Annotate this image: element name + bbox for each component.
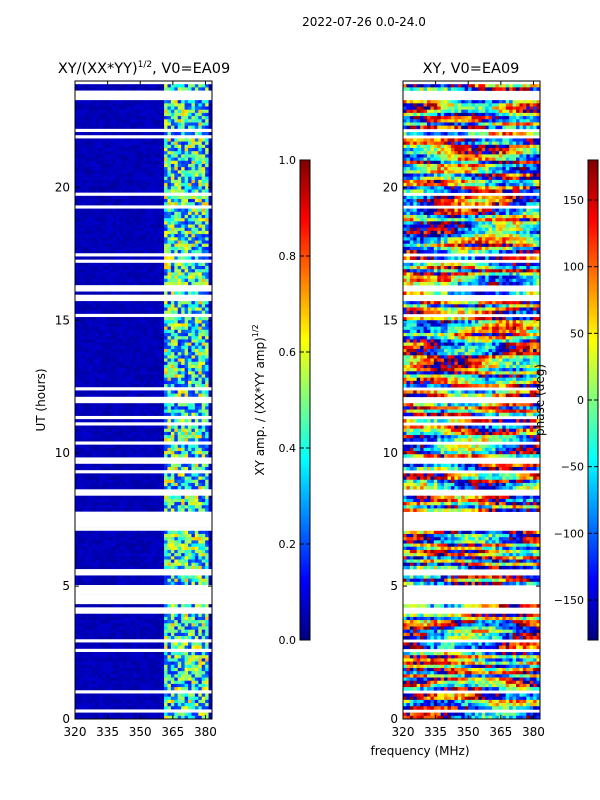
amplitude-colorbar-label: XY amp. / (XX*YY amp)1/2 [251, 324, 267, 475]
y-tick-label: 10 [383, 446, 398, 460]
colorbar-tick-label: 150 [563, 194, 584, 207]
colorbar-tick-label: −50 [561, 461, 584, 474]
right-heatmap [403, 81, 540, 719]
y-tick-label: 5 [390, 579, 398, 593]
x-tick-label: 365 [489, 725, 512, 739]
x-tick-label: 335 [424, 725, 447, 739]
phase-colorbar-ticks: −150 −100 −50 0 50 100 150 [554, 194, 598, 607]
x-tick-label: 335 [96, 725, 119, 739]
colorbar-tick-label: −150 [554, 594, 584, 607]
colorbar-tick-label: 0 [577, 394, 584, 407]
colorbar-tick-label: 1.0 [279, 154, 297, 167]
x-tick-label: 380 [194, 725, 217, 739]
left-panel-title: XY/(XX*YY)1/2, V0=EA09 [58, 60, 230, 77]
x-tick-label: 350 [457, 725, 480, 739]
amplitude-colorbar-ticks: 0.0 0.2 0.4 0.6 0.8 1.0 [279, 154, 310, 647]
y-tick-label: 20 [55, 180, 70, 194]
phase-colorbar-label: phase (deg) [533, 364, 547, 436]
amplitude-colorbar [299, 159, 311, 641]
x-tick-label: 320 [64, 725, 87, 739]
colorbar-tick-label: 0.6 [279, 346, 297, 359]
y-tick-label: 15 [55, 313, 70, 327]
y-tick-label: 10 [55, 446, 70, 460]
colorbar-tick-label: 0.8 [279, 250, 297, 263]
left-y-axis-label: UT (hours) [34, 368, 48, 431]
colorbar-tick-label: 0.0 [279, 634, 297, 647]
left-axes: 320 335 350 365 380 0 5 10 15 20 [55, 80, 217, 739]
figure-title: 2022-07-26 0.0-24.0 [302, 15, 426, 29]
colorbar-tick-label: 0.2 [279, 538, 297, 551]
colorbar-tick-label: −100 [554, 527, 584, 540]
x-tick-label: 350 [129, 725, 152, 739]
right-axes: 320 335 350 365 380 0 5 10 15 20 [383, 80, 545, 739]
shared-x-axis-label: frequency (MHz) [370, 744, 469, 758]
left-heatmap [75, 81, 212, 719]
y-tick-label: 0 [390, 712, 398, 726]
y-tick-label: 5 [62, 579, 70, 593]
x-tick-label: 380 [522, 725, 545, 739]
colorbar-tick-label: 100 [563, 261, 584, 274]
y-tick-label: 0 [62, 712, 70, 726]
right-panel-title: XY, V0=EA09 [423, 61, 520, 77]
x-tick-label: 365 [161, 725, 184, 739]
x-tick-label: 320 [392, 725, 415, 739]
y-tick-label: 15 [383, 313, 398, 327]
y-tick-label: 20 [383, 180, 398, 194]
colorbar-tick-label: 50 [570, 327, 584, 340]
colorbar-tick-label: 0.4 [279, 442, 297, 455]
